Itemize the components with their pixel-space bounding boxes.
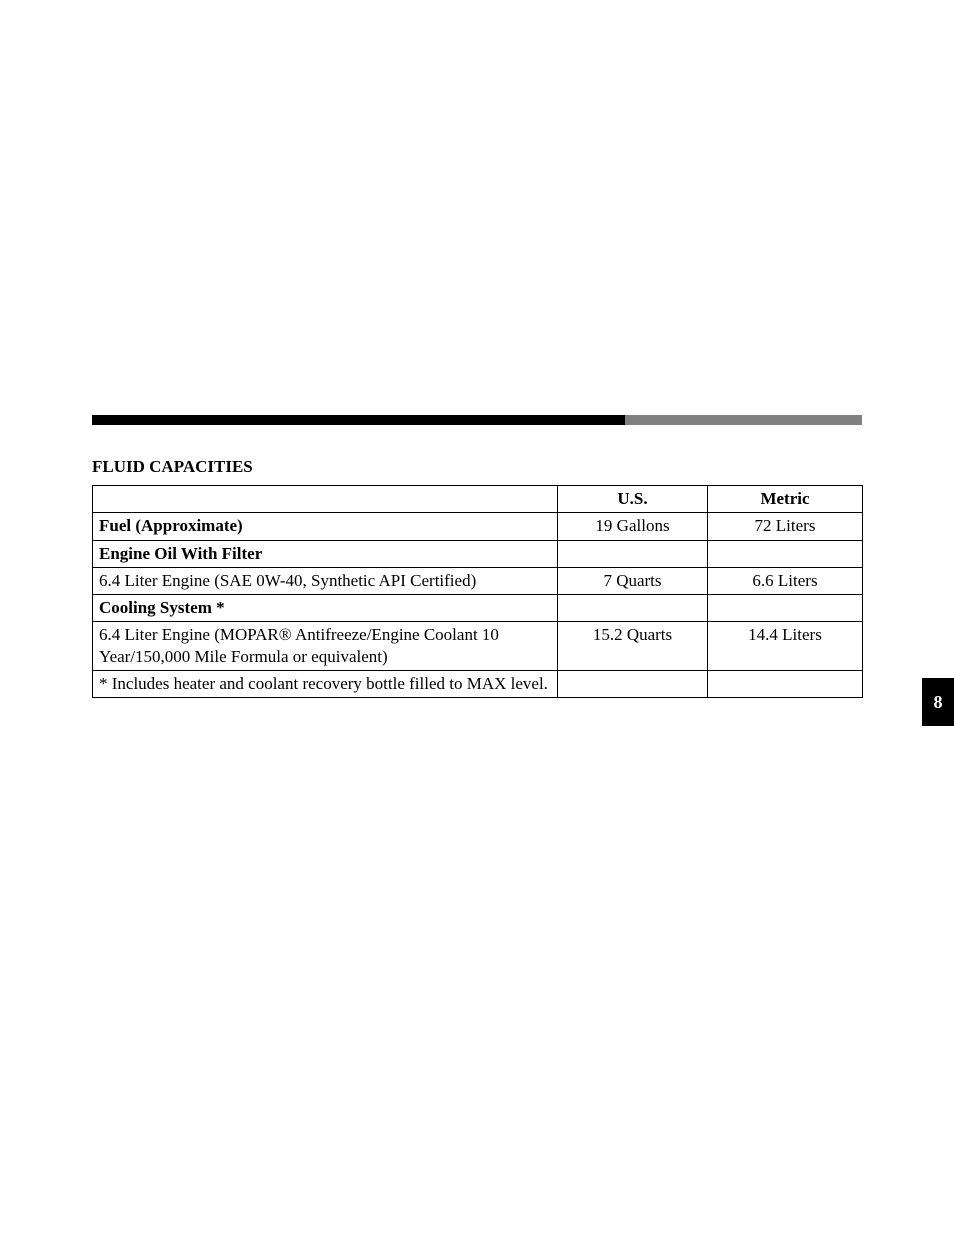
- section-tab: 8: [922, 678, 954, 726]
- header-rule-gray: [625, 415, 862, 425]
- page: FLUID CAPACITIES U.S. Metric Fuel (Appro…: [0, 0, 954, 1235]
- cell-metric: 14.4 Liters: [708, 622, 863, 671]
- section-heading: FLUID CAPACITIES: [92, 457, 862, 477]
- cell-us: [558, 670, 708, 697]
- cell-metric: [708, 540, 863, 567]
- cell-label: Engine Oil With Filter: [93, 540, 558, 567]
- cell-us: [558, 540, 708, 567]
- table-row: Cooling System *: [93, 595, 863, 622]
- cell-us: [558, 595, 708, 622]
- cell-metric: [708, 670, 863, 697]
- fluid-capacities-table: U.S. Metric Fuel (Approximate) 19 Gallon…: [92, 485, 863, 698]
- cell-metric: [708, 595, 863, 622]
- cell-us: 19 Gallons: [558, 513, 708, 540]
- header-rule: [92, 415, 862, 429]
- table-row: Fuel (Approximate) 19 Gallons 72 Liters: [93, 513, 863, 540]
- cell-us: 7 Quarts: [558, 567, 708, 594]
- table-row: Engine Oil With Filter: [93, 540, 863, 567]
- cell-label: 6.4 Liter Engine (SAE 0W-40, Synthetic A…: [93, 567, 558, 594]
- cell-label: * Includes heater and coolant recovery b…: [93, 670, 558, 697]
- cell-us: 15.2 Quarts: [558, 622, 708, 671]
- table-body: Fuel (Approximate) 19 Gallons 72 Liters …: [93, 513, 863, 698]
- table-row: 6.4 Liter Engine (MOPAR® Antifreeze/Engi…: [93, 622, 863, 671]
- cell-label: 6.4 Liter Engine (MOPAR® Antifreeze/Engi…: [93, 622, 558, 671]
- cell-label: Cooling System *: [93, 595, 558, 622]
- table-header-metric: Metric: [708, 486, 863, 513]
- table-row: * Includes heater and coolant recovery b…: [93, 670, 863, 697]
- table-header-row: U.S. Metric: [93, 486, 863, 513]
- table-row: 6.4 Liter Engine (SAE 0W-40, Synthetic A…: [93, 567, 863, 594]
- table-header-us: U.S.: [558, 486, 708, 513]
- header-rule-black: [92, 415, 625, 425]
- cell-metric: 6.6 Liters: [708, 567, 863, 594]
- cell-metric: 72 Liters: [708, 513, 863, 540]
- cell-label: Fuel (Approximate): [93, 513, 558, 540]
- table-header-blank: [93, 486, 558, 513]
